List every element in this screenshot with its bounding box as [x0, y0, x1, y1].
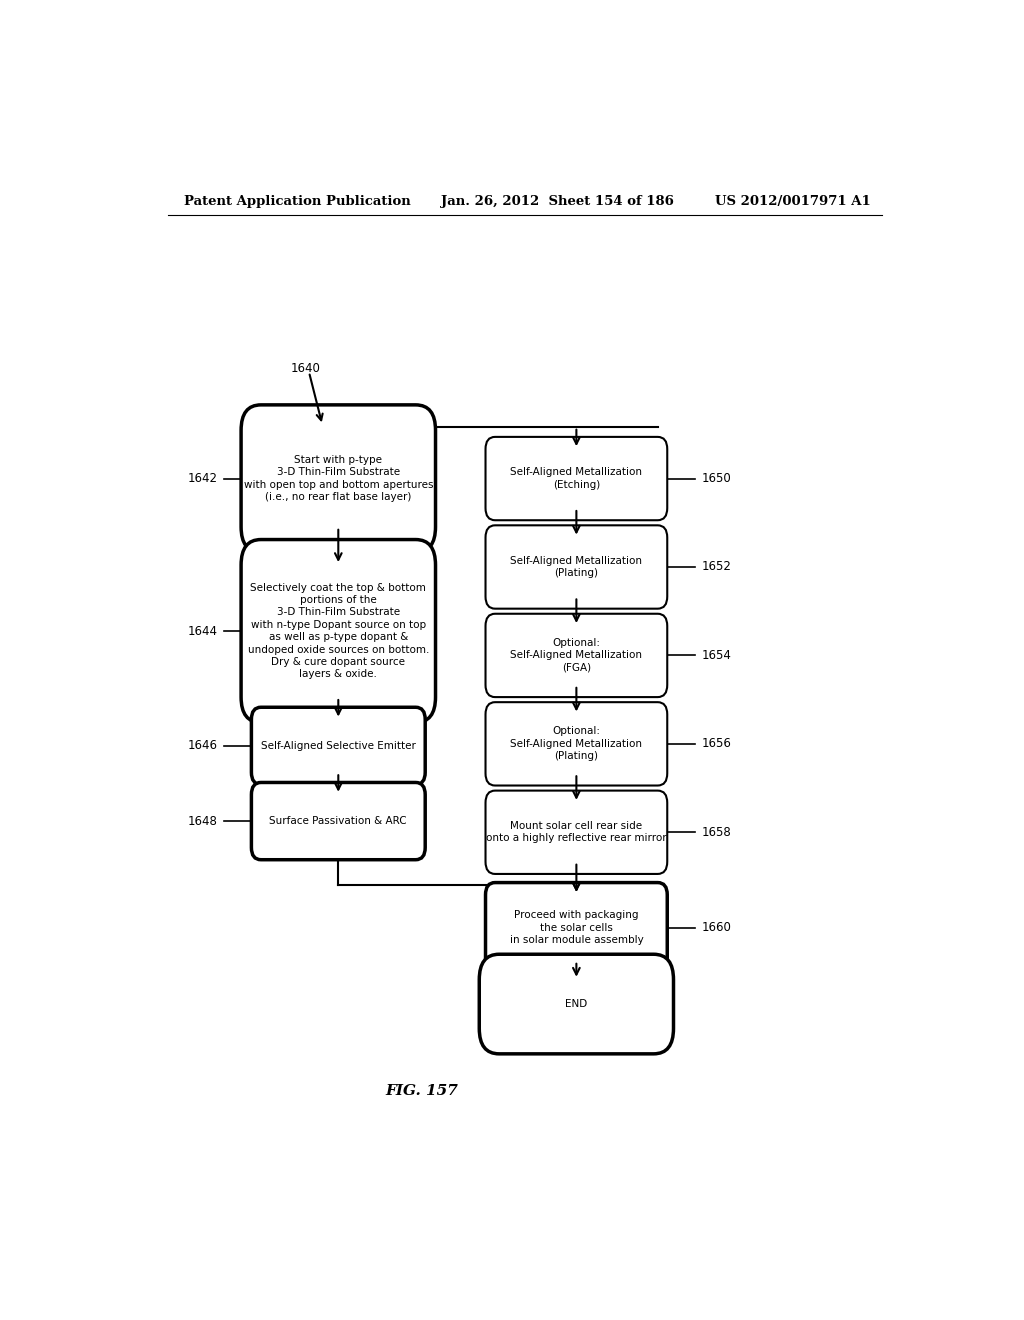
Text: Optional:
Self-Aligned Metallization
(Plating): Optional: Self-Aligned Metallization (Pl… [510, 726, 642, 762]
FancyBboxPatch shape [241, 540, 435, 722]
FancyBboxPatch shape [485, 614, 668, 697]
FancyBboxPatch shape [252, 783, 425, 859]
FancyBboxPatch shape [485, 702, 668, 785]
Text: 1648: 1648 [187, 814, 217, 828]
Text: 1658: 1658 [701, 826, 731, 838]
Text: Jan. 26, 2012  Sheet 154 of 186: Jan. 26, 2012 Sheet 154 of 186 [441, 194, 675, 207]
Text: Optional:
Self-Aligned Metallization
(FGA): Optional: Self-Aligned Metallization (FG… [510, 638, 642, 673]
FancyBboxPatch shape [485, 437, 668, 520]
Text: 1656: 1656 [701, 738, 731, 750]
FancyBboxPatch shape [485, 883, 668, 973]
Text: FIG. 157: FIG. 157 [385, 1085, 458, 1098]
FancyBboxPatch shape [479, 954, 674, 1053]
Text: Self-Aligned Metallization
(Etching): Self-Aligned Metallization (Etching) [510, 467, 642, 490]
Text: Patent Application Publication: Patent Application Publication [183, 194, 411, 207]
FancyBboxPatch shape [485, 525, 668, 609]
Text: Surface Passivation & ARC: Surface Passivation & ARC [269, 816, 408, 826]
Text: 1652: 1652 [701, 561, 731, 573]
Text: END: END [565, 999, 588, 1008]
Text: 1654: 1654 [701, 649, 731, 661]
Text: 1642: 1642 [187, 473, 217, 484]
Text: Self-Aligned Selective Emitter: Self-Aligned Selective Emitter [261, 741, 416, 751]
Text: Proceed with packaging
the solar cells
in solar module assembly: Proceed with packaging the solar cells i… [510, 911, 643, 945]
FancyBboxPatch shape [241, 405, 435, 552]
Text: 1650: 1650 [701, 473, 731, 484]
FancyBboxPatch shape [252, 708, 425, 784]
Text: Start with p-type
3-D Thin-Film Substrate
with open top and bottom apertures
(i.: Start with p-type 3-D Thin-Film Substrat… [244, 455, 433, 502]
Text: 1660: 1660 [701, 921, 731, 935]
Text: 1640: 1640 [291, 362, 321, 375]
Text: Mount solar cell rear side
onto a highly reflective rear mirror: Mount solar cell rear side onto a highly… [486, 821, 667, 843]
Text: 1646: 1646 [187, 739, 217, 752]
FancyBboxPatch shape [485, 791, 668, 874]
Text: US 2012/0017971 A1: US 2012/0017971 A1 [715, 194, 871, 207]
Text: Selectively coat the top & bottom
portions of the
3-D Thin-Film Substrate
with n: Selectively coat the top & bottom portio… [248, 582, 429, 680]
Text: Self-Aligned Metallization
(Plating): Self-Aligned Metallization (Plating) [510, 556, 642, 578]
Text: 1644: 1644 [187, 624, 217, 638]
